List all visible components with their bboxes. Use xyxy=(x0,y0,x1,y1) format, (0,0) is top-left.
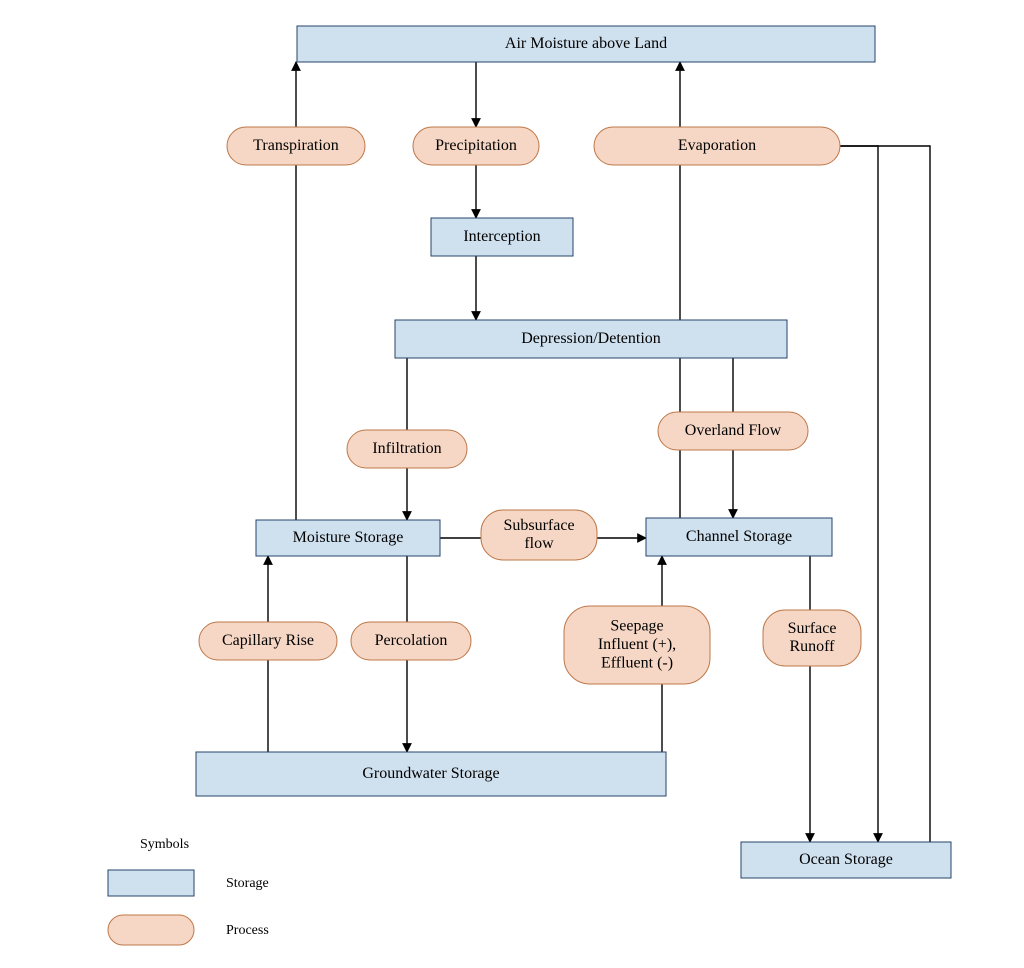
node-subsurface: Subsurfaceflow xyxy=(481,510,597,560)
node-depression: Depression/Detention xyxy=(395,320,787,358)
node-percolation: Percolation xyxy=(351,622,471,660)
node-label: Groundwater Storage xyxy=(362,765,499,782)
node-label: Depression/Detention xyxy=(521,330,661,347)
node-label: Overland Flow xyxy=(685,422,782,439)
node-groundwater: Groundwater Storage xyxy=(196,752,666,796)
legend-process-swatch xyxy=(108,915,194,945)
node-ocean: Ocean Storage xyxy=(741,842,951,878)
node-label: Interception xyxy=(463,228,540,245)
legend-storage-label: Storage xyxy=(226,876,269,891)
node-interception: Interception xyxy=(431,218,573,256)
node-evaporation: Evaporation xyxy=(594,127,840,165)
node-label: SurfaceRunoff xyxy=(788,619,837,654)
node-label: Channel Storage xyxy=(686,528,792,545)
legend-process-label: Process xyxy=(226,923,269,938)
node-label: Moisture Storage xyxy=(293,529,404,546)
node-capillary: Capillary Rise xyxy=(199,622,337,660)
legend-title: Symbols xyxy=(140,837,189,852)
node-channel: Channel Storage xyxy=(646,518,832,556)
node-label: Infiltration xyxy=(372,440,441,457)
legend: Symbols Storage Process xyxy=(108,837,269,945)
node-overland: Overland Flow xyxy=(658,412,808,450)
legend-storage-swatch xyxy=(108,870,194,896)
node-infiltration: Infiltration xyxy=(347,430,467,468)
node-moisture: Moisture Storage xyxy=(256,520,440,556)
node-label: Precipitation xyxy=(435,137,517,154)
node-label: Transpiration xyxy=(253,137,339,154)
node-seepage: SeepageInfluent (+),Effluent (-) xyxy=(564,606,710,684)
node-label: Air Moisture above Land xyxy=(505,35,667,52)
node-precipitation: Precipitation xyxy=(413,127,539,165)
edge-ocean-to-evap-up xyxy=(840,146,930,842)
nodes-layer: Air Moisture above Land Transpiration Prec… xyxy=(196,26,951,878)
node-label: Percolation xyxy=(375,632,448,649)
node-transpiration: Transpiration xyxy=(227,127,365,165)
node-label: Ocean Storage xyxy=(799,851,893,868)
edge-evap-down-right1 xyxy=(840,146,878,842)
node-air_moisture: Air Moisture above Land xyxy=(297,26,875,62)
node-runoff: SurfaceRunoff xyxy=(763,610,861,666)
node-label: Evaporation xyxy=(678,137,756,154)
hydrologic-cycle-diagram: Air Moisture above Land Transpiration Prec… xyxy=(0,0,1024,968)
node-label: Capillary Rise xyxy=(222,632,314,649)
